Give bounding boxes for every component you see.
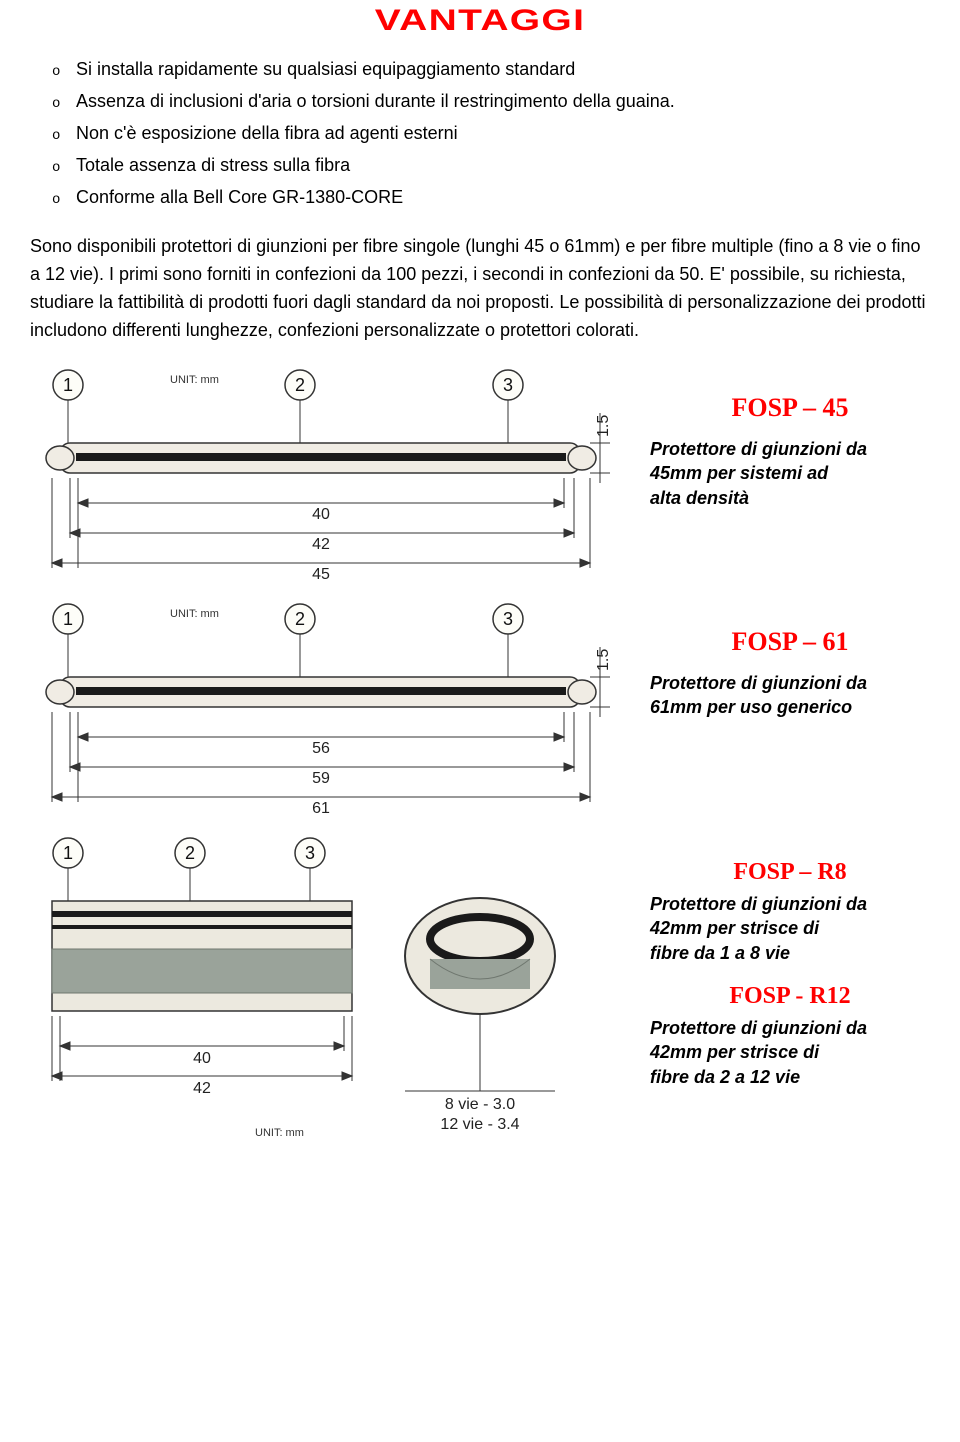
callout-1: 1 [63,843,73,863]
desc-fosp61: FOSP – 61 Protettore di giunzioni da 61m… [620,597,930,720]
product-desc-line: 42mm per strisce di [650,1040,930,1064]
product-desc-line: Protettore di giunzioni da [650,437,930,461]
bullet-marker: o [52,158,76,180]
height-label: 1.5 [595,415,612,437]
product-desc-line: 45mm per sistemi ad [650,461,930,485]
bullet-marker: o [52,126,76,148]
callout-3: 3 [503,375,513,395]
dim-45: 45 [312,566,330,583]
page-root: VANTAGGI oSi installa rapidamente su qua… [0,4,960,1141]
page-title: VANTAGGI [0,4,960,38]
product-desc-line: fibre da 2 a 12 vie [650,1065,930,1089]
bullet-text: Assenza di inclusioni d'aria o torsioni … [76,91,675,111]
callout-3: 3 [305,843,315,863]
bullet-marker: o [52,62,76,84]
dim-42: 42 [312,536,330,553]
diagram-fosp45: 1 2 3 UNIT: mm [30,363,620,583]
unit-label: UNIT: mm [170,374,219,386]
callout-1: 1 [63,375,73,395]
dim-40: 40 [193,1050,211,1067]
product-title: FOSP – 61 [650,627,930,657]
list-item: oConforme alla Bell Core GR-1380-CORE [30,184,930,212]
dim-59: 59 [312,770,330,787]
product-title-r8: FOSP – R8 [650,859,930,886]
list-item: oTotale assenza di stress sulla fibra [30,152,930,180]
product-row-fosp45: 1 2 3 UNIT: mm [30,363,930,583]
bullet-text: Si installa rapidamente su qualsiasi equ… [76,59,575,79]
product-desc-line: 42mm per strisce di [650,916,930,940]
unit-label: UNIT: mm [170,608,219,620]
callout-2: 2 [295,609,305,629]
product-title-r12: FOSP - R12 [650,983,930,1010]
dim-56: 56 [312,740,330,757]
product-desc-line: alta densità [650,486,930,510]
product-title: FOSP – 45 [650,393,930,423]
list-item: oAssenza di inclusioni d'aria o torsioni… [30,88,930,116]
note-1: 8 vie - 3.0 [445,1096,515,1113]
product-desc-line: Protettore di giunzioni da [650,671,930,695]
product-desc-line: 61mm per uso generico [650,695,930,719]
callout-3: 3 [503,609,513,629]
list-item: oNon c'è esposizione della fibra ad agen… [30,120,930,148]
diagram-fosp61: 1 2 3 UNIT: mm 1.5 [30,597,620,817]
product-row-fospr: 1 2 3 [30,831,930,1141]
product-desc-line: Protettore di giunzioni da [650,1016,930,1040]
bullet-marker: o [52,190,76,212]
product-desc-line: Protettore di giunzioni da [650,892,930,916]
diagram-fospr: 1 2 3 [30,831,620,1141]
bullet-marker: o [52,94,76,116]
callout-2: 2 [185,843,195,863]
note-2: 12 vie - 3.4 [440,1116,519,1133]
product-desc-line: fibre da 1 a 8 vie [650,941,930,965]
bullet-text: Totale assenza di stress sulla fibra [76,155,350,175]
height-label: 1.5 [595,649,612,671]
unit-label: UNIT: mm [255,1127,304,1139]
bullet-list-top: oSi installa rapidamente su qualsiasi eq… [30,56,930,211]
bullet-text: Conforme alla Bell Core GR-1380-CORE [76,187,403,207]
dim-40: 40 [312,506,330,523]
body-paragraph: Sono disponibili protettori di giunzioni… [30,233,930,345]
callout-1: 1 [63,609,73,629]
dim-61: 61 [312,800,330,817]
callout-2: 2 [295,375,305,395]
dim-42: 42 [193,1080,211,1097]
desc-fosp45: FOSP – 45 Protettore di giunzioni da 45m… [620,363,930,510]
desc-fospr: FOSP – R8 Protettore di giunzioni da 42m… [620,831,930,1089]
bullet-text: Non c'è esposizione della fibra ad agent… [76,123,458,143]
product-row-fosp61: 1 2 3 UNIT: mm 1.5 [30,597,930,817]
list-item: oSi installa rapidamente su qualsiasi eq… [30,56,930,84]
